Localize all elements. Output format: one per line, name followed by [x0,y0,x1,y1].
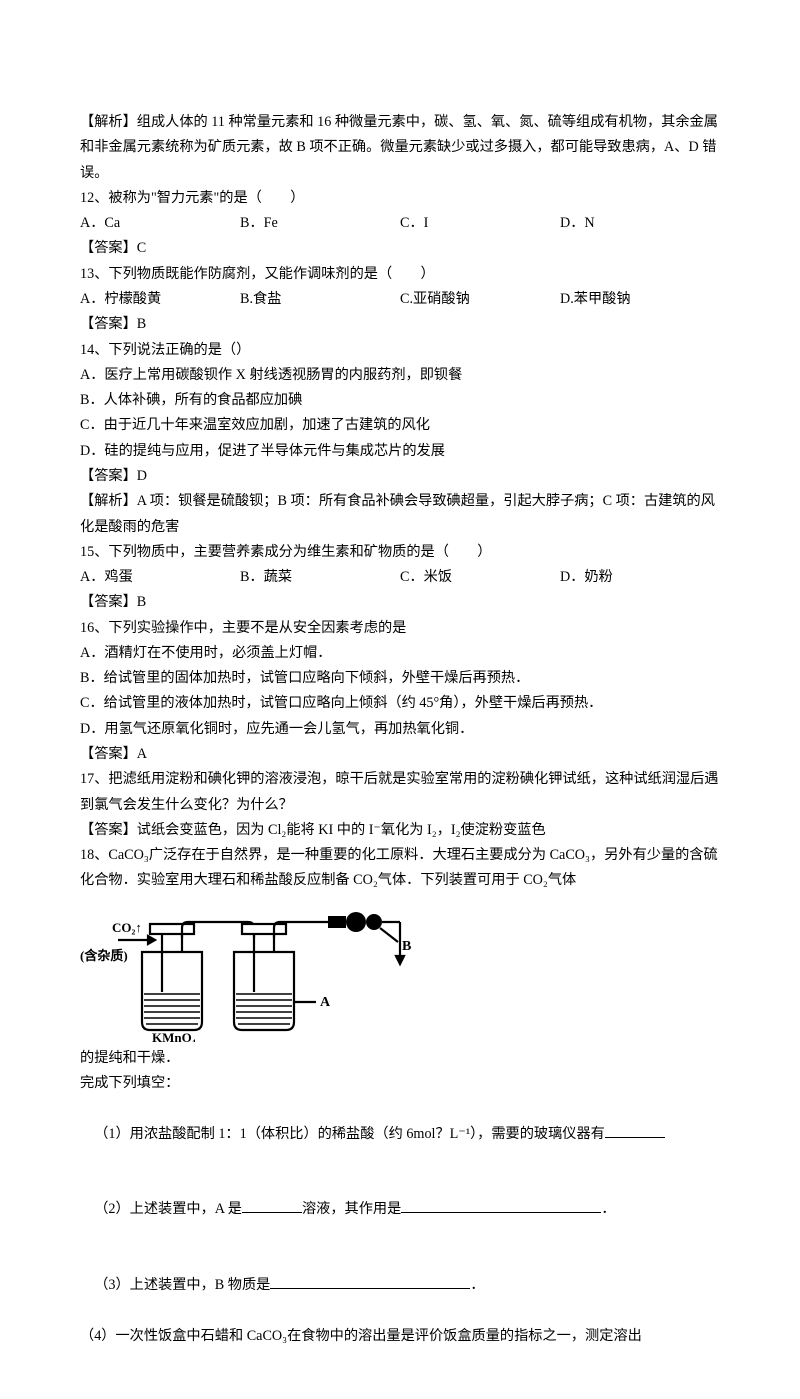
q16-opt-a: A．酒精灯在不使用时，必须盖上灯帽． [80,641,720,666]
q16-text: 16、下列实验操作中，主要不是从安全因素考虑的是 [80,616,720,641]
q13-text: 13、下列物质既能作防腐剂，又能作调味剂的是（ ） [80,262,720,287]
q14-opt-a: A．医疗上常用碳酸钡作 X 射线透视肠胃的内服药剂，即钡餐 [80,363,720,388]
q18-blank3-text-b: ． [470,1277,484,1293]
q18-blank1-text: （1）用浓盐酸配制 1：1（体积比）的稀盐酸（约 6mol？L⁻¹），需要的玻璃… [94,1126,605,1142]
q13-opt-c: C.亚硝酸钠 [400,287,560,312]
q18-blank1: （1）用浓盐酸配制 1：1（体积比）的稀盐酸（约 6mol？L⁻¹），需要的玻璃… [80,1096,720,1172]
q12-opt-a: A．Ca [80,211,240,236]
label-co2: CO₂↑ [112,920,142,935]
q12-answer: 【答案】C [80,236,720,261]
q16-answer: 【答案】A [80,742,720,767]
q15-opt-a: A．鸡蛋 [80,565,240,590]
q12-opt-b: B．Fe [240,211,400,236]
q17-text: 17、把滤纸用淀粉和碘化钾的溶液浸泡，晾干后就是实验室常用的淀粉碘化钾试纸，这种… [80,767,720,818]
q12-opt-c: C．I [400,211,560,236]
q18-blank4: （4）一次性饭盒中石蜡和 CaCO₃在食物中的溶出量是评价饭盒质量的指标之一，测… [80,1324,720,1349]
q13-answer: 【答案】B [80,312,720,337]
blank-input[interactable] [605,1122,665,1137]
q13-options: A．柠檬酸黄 B.食盐 C.亚硝酸钠 D.苯甲酸钠 [80,287,720,312]
q18-text-b: 的提纯和干燥． [80,1046,720,1071]
q14-answer: 【答案】D [80,464,720,489]
q12-opt-d: D．N [560,211,720,236]
q15-opt-d: D．奶粉 [560,565,720,590]
q16-opt-b: B．给试管里的固体加热时，试管口应略向下倾斜，外壁干燥后再预热． [80,666,720,691]
q14-text: 14、下列说法正确的是（） [80,338,720,363]
q15-opt-c: C．米饭 [400,565,560,590]
q15-opt-b: B．蔬菜 [240,565,400,590]
apparatus-diagram-icon: CO₂↑ (含杂质) KMnO₄ A B [80,902,420,1042]
q12-options: A．Ca B．Fe C．I D．N [80,211,720,236]
q16-opt-d: D．用氢气还原氧化铜时，应先通一会儿氢气，再加热氧化铜． [80,717,720,742]
label-contains: (含杂质) [80,948,128,963]
q13-opt-b: B.食盐 [240,287,400,312]
q11-analysis: 【解析】组成人体的 11 种常量元素和 16 种微量元素中，碳、氢、氧、氮、硫等… [80,110,720,186]
label-b: B [402,939,411,954]
q18-blank2-text-a: （2）上述装置中，A 是 [94,1201,242,1217]
q18-blank2: （2）上述装置中，A 是 溶液，其作用是 ． [80,1172,720,1248]
q15-answer: 【答案】B [80,590,720,615]
q17-answer: 【答案】试纸会变蓝色，因为 Cl₂能将 KI 中的 I⁻氧化为 I₂，I₂使淀粉… [80,818,720,843]
q15-options: A．鸡蛋 B．蔬菜 C．米饭 D．奶粉 [80,565,720,590]
q14-opt-d: D．硅的提纯与应用，促进了半导体元件与集成芯片的发展 [80,439,720,464]
blank-input[interactable] [270,1274,470,1289]
q18-blank2-text-b: 溶液，其作用是 [302,1201,401,1217]
label-kmno4: KMnO₄ [152,1030,196,1042]
q12-text: 12、被称为"智力元素"的是（ ） [80,186,720,211]
blank-input[interactable] [242,1198,302,1213]
label-a: A [320,995,331,1010]
q14-analysis: 【解析】A 项：钡餐是硫酸钡；B 项：所有食品补碘会导致碘超量，引起大脖子病；C… [80,489,720,540]
q13-opt-d: D.苯甲酸钠 [560,287,720,312]
q18-blank2-text-c: ． [601,1201,615,1217]
q13-opt-a: A．柠檬酸黄 [80,287,240,312]
blank-input[interactable] [401,1198,601,1213]
q15-text: 15、下列物质中，主要营养素成分为维生素和矿物质的是（ ） [80,540,720,565]
q18-blank3: （3）上述装置中，B 物质是 ． [80,1248,720,1324]
q18-text-a: 18、CaCO₃广泛存在于自然界，是一种重要的化工原料．大理石主要成分为 CaC… [80,843,720,894]
document-page: 【解析】组成人体的 11 种常量元素和 16 种微量元素中，碳、氢、氧、氮、硫等… [0,0,800,1399]
q18-fill-header: 完成下列填空： [80,1071,720,1096]
q18-diagram: CO₂↑ (含杂质) KMnO₄ A B [80,894,720,1046]
q14-opt-b: B．人体补碘，所有的食品都应加碘 [80,388,720,413]
q18-blank3-text-a: （3）上述装置中，B 物质是 [94,1277,270,1293]
q16-opt-c: C．给试管里的液体加热时，试管口应略向上倾斜（约 45°角），外壁干燥后再预热． [80,691,720,716]
q14-opt-c: C．由于近几十年来温室效应加剧，加速了古建筑的风化 [80,413,720,438]
